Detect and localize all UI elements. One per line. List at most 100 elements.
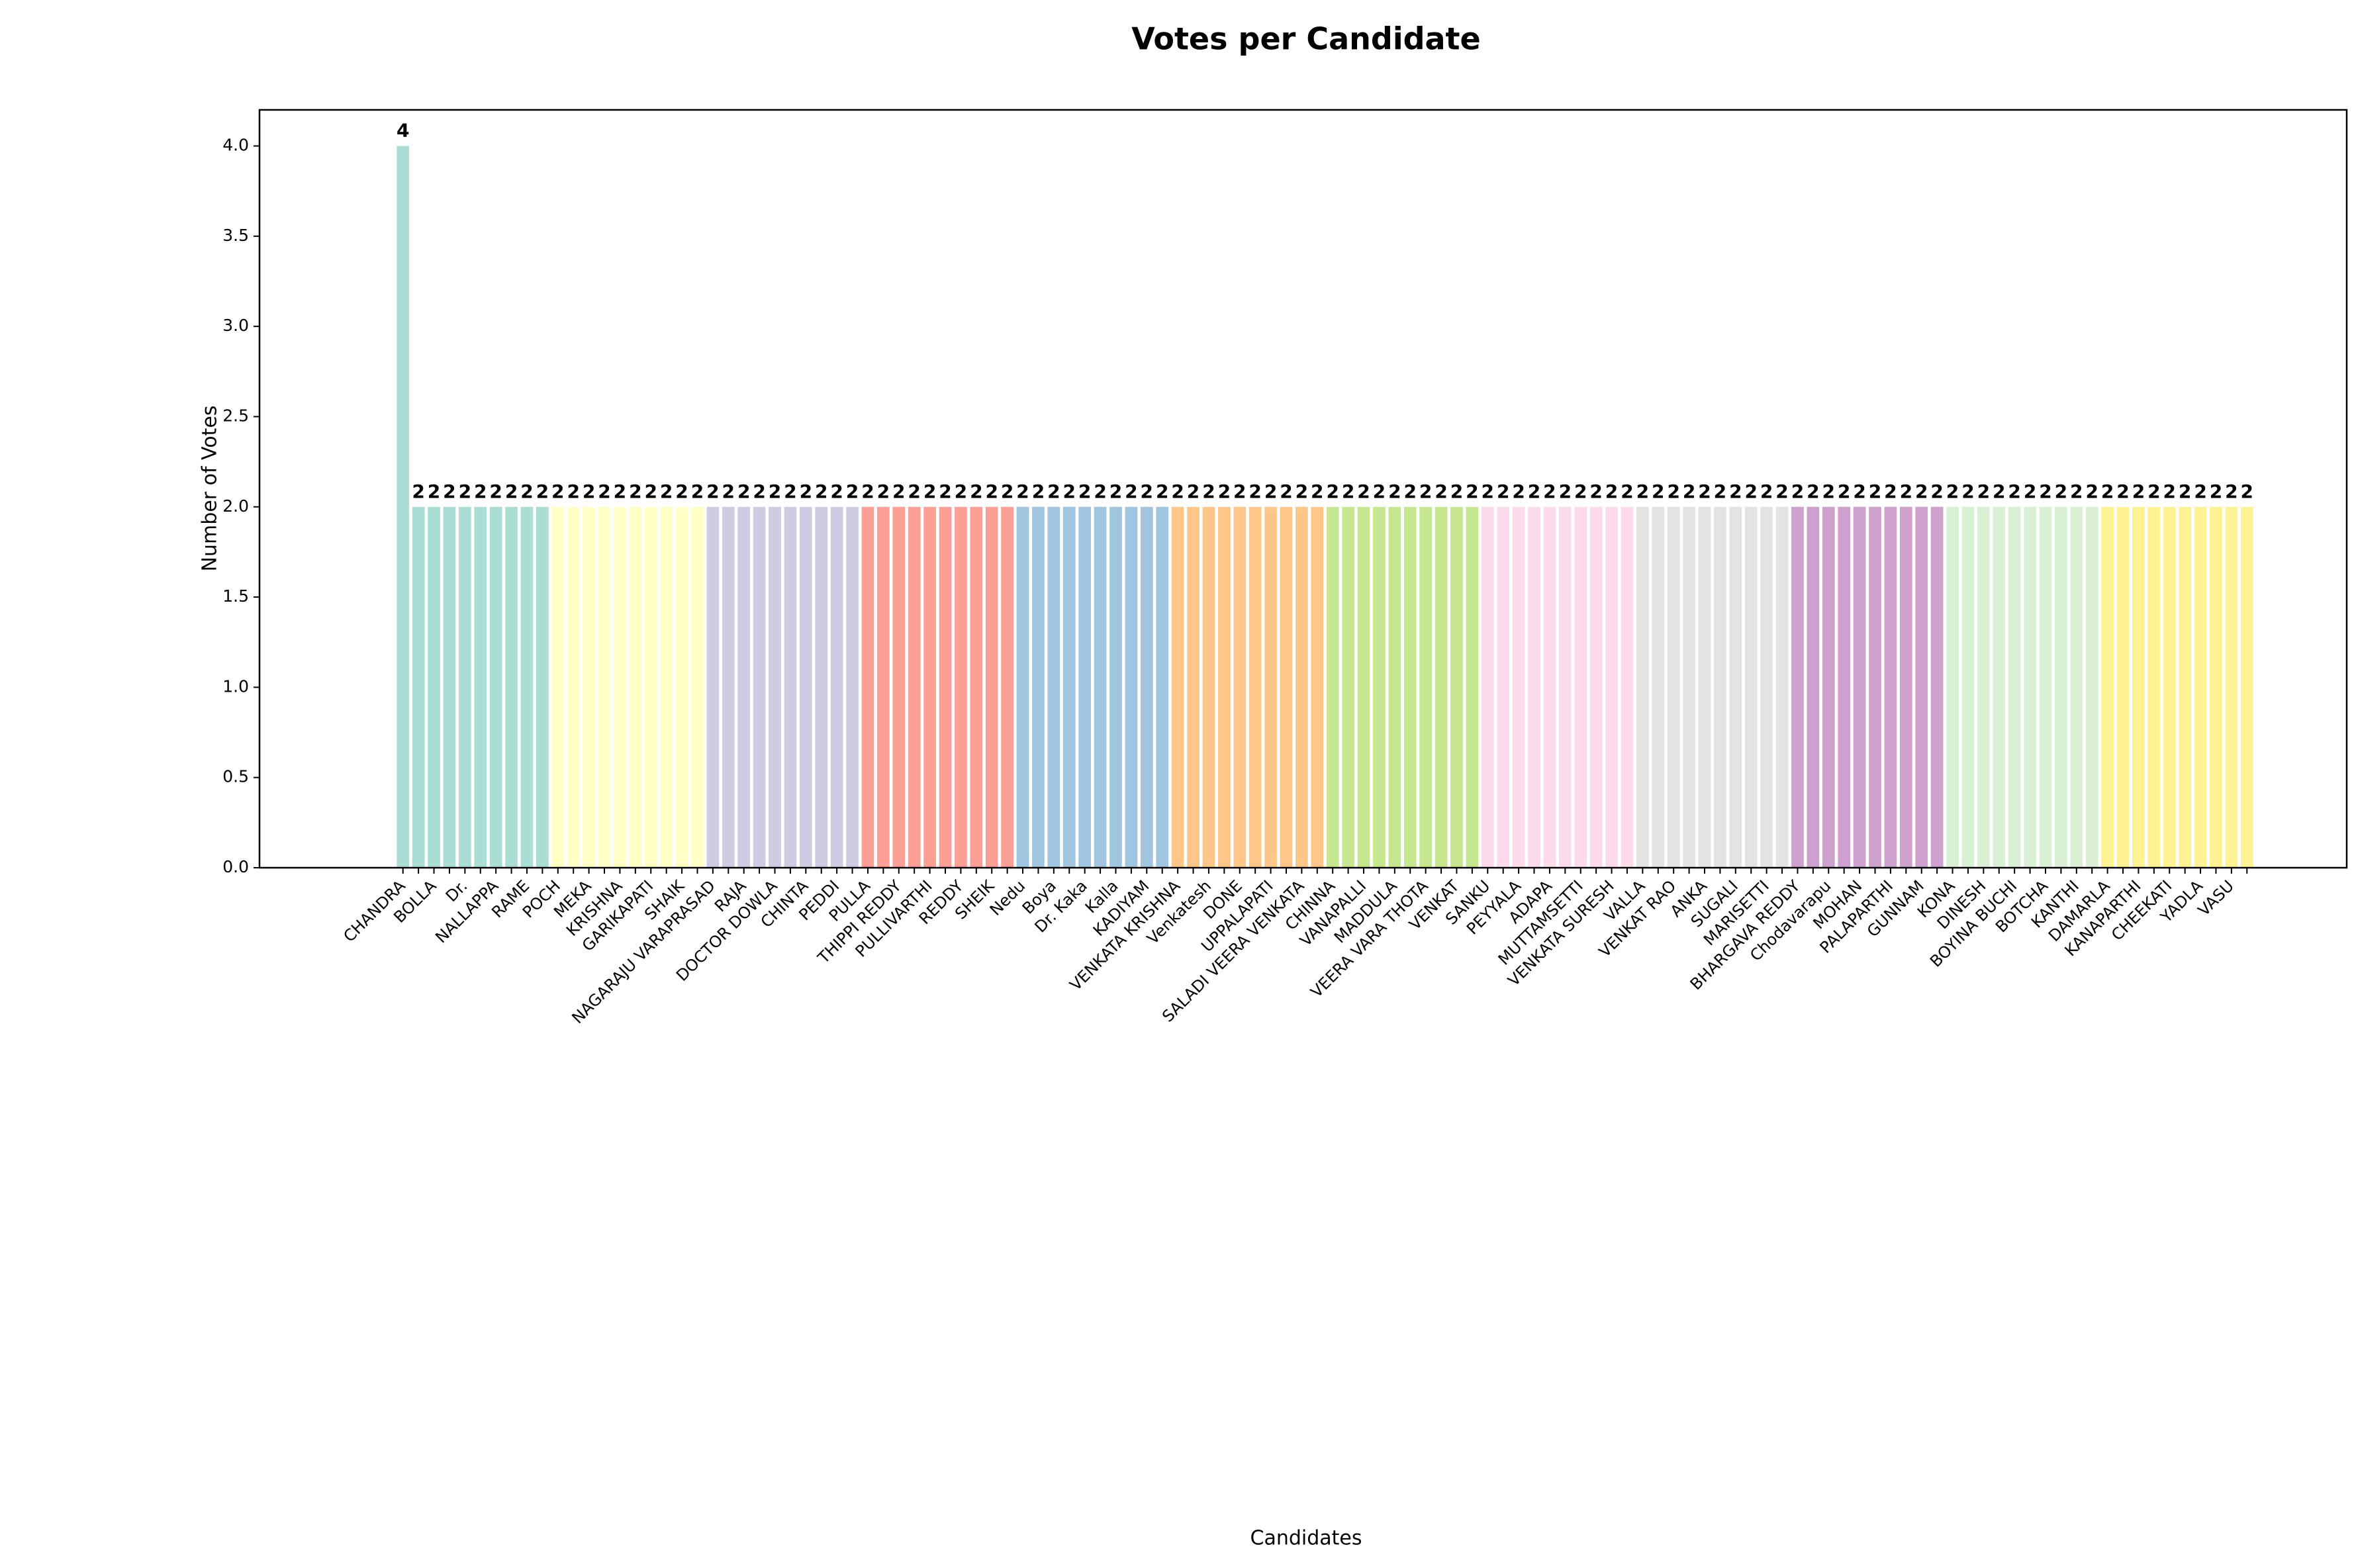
bar	[1838, 506, 1851, 868]
value-label: 2	[1869, 481, 1881, 502]
value-label: 2	[753, 481, 765, 502]
bar	[830, 506, 843, 868]
value-label: 2	[1946, 481, 1959, 502]
bar	[458, 506, 471, 868]
value-label: 2	[737, 481, 750, 502]
value-label: 2	[1714, 481, 1726, 502]
y-tick-label: 0.5	[222, 767, 249, 786]
bar	[2085, 506, 2098, 868]
bar	[1775, 506, 1789, 868]
value-label: 2	[2039, 481, 2051, 502]
bar	[1047, 506, 1060, 868]
bar	[1450, 506, 1463, 868]
value-label: 2	[536, 481, 549, 502]
value-label: 2	[1853, 481, 1865, 502]
bar	[1217, 506, 1231, 868]
bar	[551, 506, 565, 868]
bar	[443, 506, 456, 868]
y-tick-label: 2.5	[222, 406, 249, 425]
value-label: 2	[2101, 481, 2114, 502]
y-axis-label: Number of Votes	[199, 406, 222, 572]
chart-title: Votes per Candidate	[1131, 21, 1481, 57]
bar	[1481, 506, 1494, 868]
bar	[629, 506, 642, 868]
bar	[1558, 506, 1572, 868]
value-label: 2	[1652, 481, 1664, 502]
value-label: 2	[428, 481, 440, 502]
value-label: 2	[459, 481, 471, 502]
bar	[722, 506, 735, 868]
bar	[861, 506, 874, 868]
value-label: 2	[2194, 481, 2206, 502]
value-label: 2	[1574, 481, 1587, 502]
value-label: 2	[846, 481, 859, 502]
value-label: 2	[2055, 481, 2067, 502]
bars	[397, 146, 2253, 868]
value-label: 2	[1822, 481, 1835, 502]
bar	[1342, 506, 1354, 868]
bar	[1993, 506, 2006, 868]
bar	[1326, 506, 1339, 868]
value-label: 2	[505, 481, 518, 502]
value-label: 2	[769, 481, 781, 502]
value-label: 2	[722, 481, 735, 502]
value-label: 2	[412, 481, 424, 502]
y-tick-label: 1.0	[222, 676, 249, 696]
value-label: 2	[970, 481, 982, 502]
bar	[815, 506, 828, 868]
bar	[1543, 506, 1556, 868]
bar	[970, 506, 983, 868]
bar	[955, 506, 967, 868]
value-label: 2	[1683, 481, 1695, 502]
bar	[2163, 506, 2176, 868]
bar	[598, 506, 611, 868]
bar	[1636, 506, 1649, 868]
value-label: 2	[1543, 481, 1556, 502]
x-tick-label: Nedu	[986, 876, 1029, 919]
x-axis-label: Candidates	[1250, 1527, 1362, 1550]
value-label: 2	[691, 481, 704, 502]
value-label: 2	[2241, 481, 2253, 502]
bar	[1062, 506, 1076, 868]
bar	[2132, 506, 2145, 868]
value-label: 2	[1311, 481, 1323, 502]
value-label: 2	[2024, 481, 2036, 502]
value-label: 2	[1512, 481, 1525, 502]
y-tick-label: 0.0	[222, 857, 249, 876]
bar	[1403, 506, 1417, 868]
bar	[784, 506, 797, 868]
bar	[1032, 506, 1045, 868]
value-label: 2	[1404, 481, 1417, 502]
value-label: 2	[2179, 481, 2191, 502]
bar	[1744, 506, 1758, 868]
bar	[2210, 506, 2222, 868]
bar	[1698, 506, 1711, 868]
bar	[675, 506, 688, 868]
value-label: 2	[1838, 481, 1850, 502]
value-label: 2	[675, 481, 688, 502]
value-label: 2	[1900, 481, 1912, 502]
value-label: 2	[1993, 481, 2005, 502]
bar	[520, 506, 534, 868]
bar	[1435, 506, 1448, 868]
value-label: 2	[1233, 481, 1246, 502]
bar	[1016, 506, 1029, 868]
bar	[1946, 506, 1959, 868]
bar	[1822, 506, 1835, 868]
x-tick-label: VASU	[2194, 876, 2237, 919]
bar	[1899, 506, 1912, 868]
value-label: 2	[1961, 481, 1974, 502]
bar	[737, 506, 751, 868]
bar	[1295, 506, 1308, 868]
value-label: 2	[1047, 481, 1060, 502]
value-label: 4	[397, 120, 409, 142]
bar	[1512, 506, 1525, 868]
value-label: 2	[1109, 481, 1122, 502]
bar	[1202, 506, 1215, 868]
value-label: 2	[583, 481, 595, 502]
value-label: 2	[1435, 481, 1447, 502]
value-label: 2	[2085, 481, 2098, 502]
y-tick-label: 3.5	[222, 226, 249, 245]
y-tick-label: 1.5	[222, 586, 249, 606]
bar	[1248, 506, 1262, 868]
